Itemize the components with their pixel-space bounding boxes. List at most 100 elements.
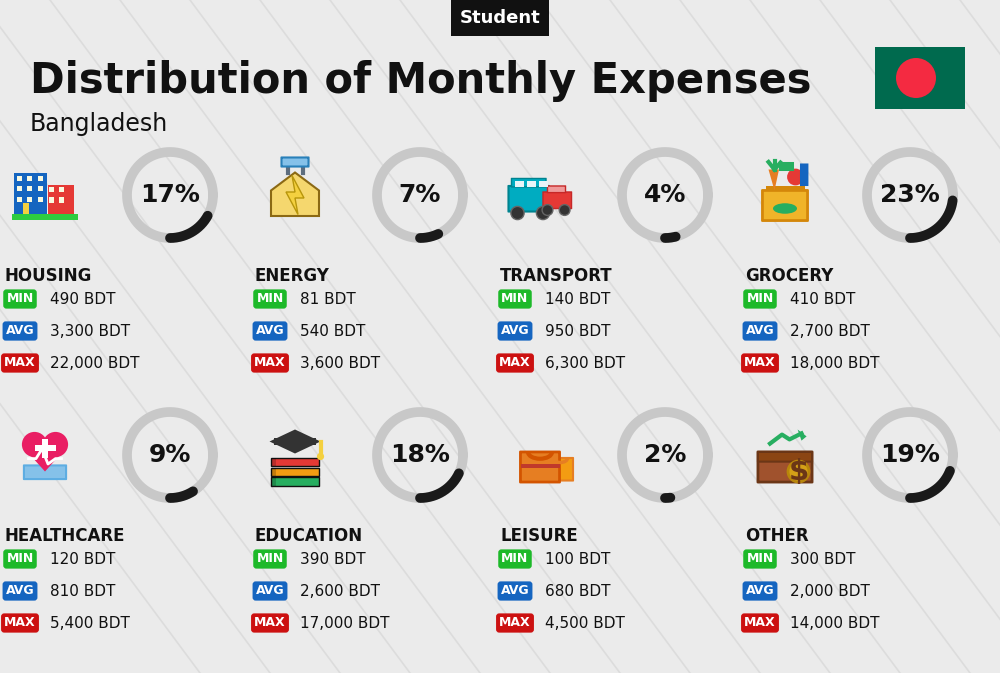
- Text: 4%: 4%: [644, 183, 686, 207]
- FancyBboxPatch shape: [38, 186, 43, 191]
- Text: GROCERY: GROCERY: [745, 267, 833, 285]
- FancyBboxPatch shape: [48, 184, 74, 214]
- Text: MAX: MAX: [499, 357, 531, 369]
- Circle shape: [536, 207, 550, 219]
- Text: 2,600 BDT: 2,600 BDT: [300, 583, 380, 598]
- FancyBboxPatch shape: [22, 203, 29, 214]
- FancyBboxPatch shape: [38, 197, 43, 202]
- Text: AVG: AVG: [6, 324, 34, 337]
- Polygon shape: [23, 448, 67, 472]
- Polygon shape: [768, 170, 779, 190]
- FancyBboxPatch shape: [514, 180, 524, 186]
- Text: 390 BDT: 390 BDT: [300, 551, 366, 567]
- Text: 140 BDT: 140 BDT: [545, 291, 610, 306]
- FancyBboxPatch shape: [281, 157, 309, 166]
- Text: 540 BDT: 540 BDT: [300, 324, 365, 339]
- FancyBboxPatch shape: [271, 477, 319, 486]
- Circle shape: [43, 432, 68, 457]
- FancyBboxPatch shape: [49, 186, 54, 192]
- FancyBboxPatch shape: [547, 458, 573, 481]
- FancyBboxPatch shape: [758, 452, 812, 462]
- FancyBboxPatch shape: [27, 197, 32, 202]
- Text: 3,600 BDT: 3,600 BDT: [300, 355, 380, 371]
- Text: MIN: MIN: [256, 553, 284, 565]
- FancyBboxPatch shape: [27, 176, 32, 181]
- Text: AVG: AVG: [501, 584, 529, 598]
- FancyBboxPatch shape: [271, 468, 319, 476]
- Text: HOUSING: HOUSING: [5, 267, 92, 285]
- Text: 18,000 BDT: 18,000 BDT: [790, 355, 880, 371]
- Polygon shape: [798, 429, 807, 441]
- FancyBboxPatch shape: [274, 437, 316, 445]
- Text: 6,300 BDT: 6,300 BDT: [545, 355, 625, 371]
- Text: 120 BDT: 120 BDT: [50, 551, 115, 567]
- Text: 680 BDT: 680 BDT: [545, 583, 610, 598]
- Circle shape: [317, 453, 324, 460]
- Circle shape: [787, 169, 804, 185]
- Polygon shape: [270, 429, 320, 454]
- Text: 19%: 19%: [880, 443, 940, 467]
- FancyBboxPatch shape: [271, 458, 276, 466]
- Polygon shape: [286, 176, 304, 215]
- FancyBboxPatch shape: [758, 452, 812, 482]
- Text: MIN: MIN: [501, 293, 529, 306]
- FancyBboxPatch shape: [58, 197, 64, 203]
- Text: 2,000 BDT: 2,000 BDT: [790, 583, 870, 598]
- Text: 410 BDT: 410 BDT: [790, 291, 855, 306]
- FancyBboxPatch shape: [42, 439, 48, 458]
- Text: AVG: AVG: [256, 324, 284, 337]
- Text: 17,000 BDT: 17,000 BDT: [300, 616, 390, 631]
- Text: Student: Student: [460, 9, 540, 27]
- FancyBboxPatch shape: [762, 190, 808, 221]
- FancyBboxPatch shape: [547, 186, 566, 192]
- FancyBboxPatch shape: [543, 192, 572, 209]
- Text: MAX: MAX: [499, 616, 531, 629]
- Circle shape: [22, 432, 47, 457]
- Circle shape: [788, 461, 809, 482]
- Text: LEISURE: LEISURE: [500, 527, 578, 545]
- Text: MIN: MIN: [6, 293, 34, 306]
- FancyBboxPatch shape: [526, 180, 536, 186]
- FancyBboxPatch shape: [271, 458, 319, 466]
- Text: 490 BDT: 490 BDT: [50, 291, 116, 306]
- FancyBboxPatch shape: [16, 186, 22, 191]
- FancyBboxPatch shape: [271, 468, 276, 476]
- Text: MIN: MIN: [746, 293, 774, 306]
- FancyBboxPatch shape: [271, 477, 276, 486]
- FancyBboxPatch shape: [520, 452, 560, 482]
- FancyBboxPatch shape: [520, 464, 560, 468]
- Text: $: $: [788, 458, 809, 485]
- Circle shape: [542, 205, 553, 215]
- Text: MIN: MIN: [746, 553, 774, 565]
- Text: ENERGY: ENERGY: [255, 267, 330, 285]
- FancyBboxPatch shape: [14, 174, 46, 214]
- Text: 22,000 BDT: 22,000 BDT: [50, 355, 140, 371]
- Text: MAX: MAX: [744, 357, 776, 369]
- FancyBboxPatch shape: [24, 466, 66, 479]
- FancyBboxPatch shape: [538, 180, 548, 186]
- Text: AVG: AVG: [6, 584, 34, 598]
- FancyBboxPatch shape: [12, 213, 78, 220]
- Text: 81 BDT: 81 BDT: [300, 291, 356, 306]
- Text: AVG: AVG: [746, 584, 774, 598]
- FancyBboxPatch shape: [34, 444, 56, 450]
- Circle shape: [559, 205, 570, 215]
- Text: 2%: 2%: [644, 443, 686, 467]
- Text: 17%: 17%: [140, 183, 200, 207]
- Text: 300 BDT: 300 BDT: [790, 551, 856, 567]
- FancyBboxPatch shape: [800, 164, 808, 186]
- Text: Distribution of Monthly Expenses: Distribution of Monthly Expenses: [30, 60, 812, 102]
- FancyBboxPatch shape: [27, 186, 32, 191]
- Text: 14,000 BDT: 14,000 BDT: [790, 616, 880, 631]
- Text: MIN: MIN: [501, 553, 529, 565]
- Text: EDUCATION: EDUCATION: [255, 527, 363, 545]
- Text: MAX: MAX: [4, 357, 36, 369]
- FancyBboxPatch shape: [16, 197, 22, 202]
- Text: MIN: MIN: [6, 553, 34, 565]
- Circle shape: [896, 58, 936, 98]
- Text: OTHER: OTHER: [745, 527, 809, 545]
- Text: MIN: MIN: [256, 293, 284, 306]
- FancyBboxPatch shape: [49, 197, 54, 203]
- Text: 7%: 7%: [399, 183, 441, 207]
- Text: AVG: AVG: [501, 324, 529, 337]
